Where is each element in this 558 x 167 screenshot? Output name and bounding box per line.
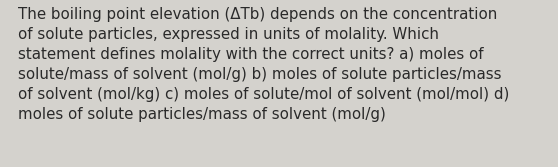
Text: The boiling point elevation (ΔTb) depends on the concentration
of solute particl: The boiling point elevation (ΔTb) depend…	[18, 7, 509, 122]
